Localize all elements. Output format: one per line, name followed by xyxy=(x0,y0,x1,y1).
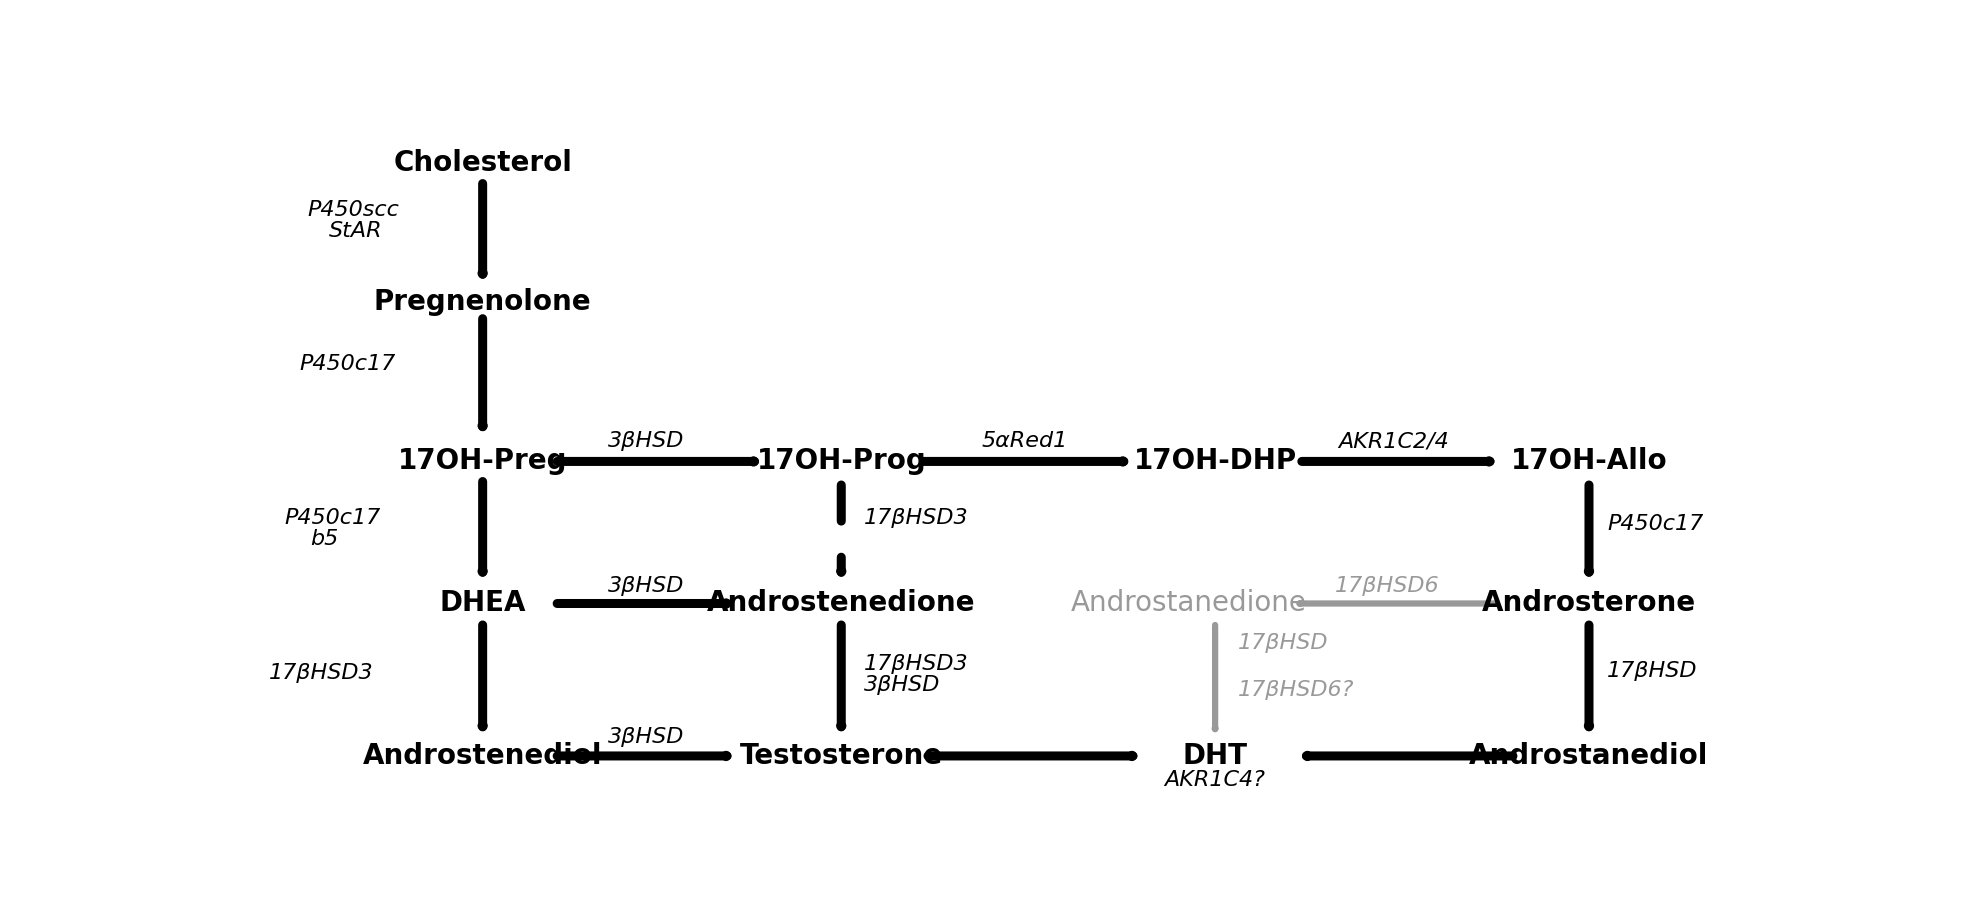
Text: Androstanediol: Androstanediol xyxy=(1469,742,1709,770)
Text: 3βHSD: 3βHSD xyxy=(608,727,683,747)
FancyArrowPatch shape xyxy=(557,755,727,757)
FancyArrowPatch shape xyxy=(1300,603,1494,604)
FancyArrowPatch shape xyxy=(1302,461,1491,462)
Text: 17βHSD: 17βHSD xyxy=(1239,633,1329,653)
Text: Testosterone: Testosterone xyxy=(740,742,943,770)
FancyArrowPatch shape xyxy=(557,603,727,604)
FancyArrowPatch shape xyxy=(1307,755,1512,757)
Text: 17OH-Allo: 17OH-Allo xyxy=(1510,447,1668,475)
Text: DHEA: DHEA xyxy=(439,590,526,617)
Text: 17βHSD6: 17βHSD6 xyxy=(1335,576,1439,596)
FancyArrowPatch shape xyxy=(927,755,1132,757)
Text: Pregnenolone: Pregnenolone xyxy=(374,288,591,316)
FancyArrowPatch shape xyxy=(923,461,1124,462)
Text: 3βHSD: 3βHSD xyxy=(864,675,941,695)
Text: DHT: DHT xyxy=(1183,742,1248,770)
Text: 17OH-Preg: 17OH-Preg xyxy=(398,447,567,475)
Text: AKR1C2/4: AKR1C2/4 xyxy=(1339,431,1449,451)
Text: StAR: StAR xyxy=(329,220,382,240)
FancyArrowPatch shape xyxy=(557,461,754,462)
Text: b5: b5 xyxy=(311,529,339,549)
Text: AKR1C4?: AKR1C4? xyxy=(1166,770,1266,790)
Text: Cholesterol: Cholesterol xyxy=(394,149,573,177)
Text: 17βHSD3: 17βHSD3 xyxy=(270,662,374,683)
Text: 17βHSD: 17βHSD xyxy=(1607,661,1697,680)
Text: 17βHSD6?: 17βHSD6? xyxy=(1239,680,1355,700)
Text: 5αRed1: 5αRed1 xyxy=(981,431,1067,451)
Text: 3βHSD: 3βHSD xyxy=(608,431,683,451)
Text: 3βHSD: 3βHSD xyxy=(608,576,683,596)
Text: 17βHSD3: 17βHSD3 xyxy=(864,653,969,674)
Text: Androsterone: Androsterone xyxy=(1483,590,1695,617)
Text: Androstenedione: Androstenedione xyxy=(707,590,975,617)
Text: P450c17: P450c17 xyxy=(1607,514,1703,534)
Text: P450scc: P450scc xyxy=(307,200,400,220)
Text: Androstenediol: Androstenediol xyxy=(362,742,603,770)
Text: 17OH-Prog: 17OH-Prog xyxy=(756,447,925,475)
Text: P450c17: P450c17 xyxy=(284,508,380,528)
Text: Androstanedione: Androstanedione xyxy=(1071,590,1307,617)
Text: 17βHSD3: 17βHSD3 xyxy=(864,508,969,528)
Text: P450c17: P450c17 xyxy=(299,355,396,374)
Text: 17OH-DHP: 17OH-DHP xyxy=(1134,447,1298,475)
